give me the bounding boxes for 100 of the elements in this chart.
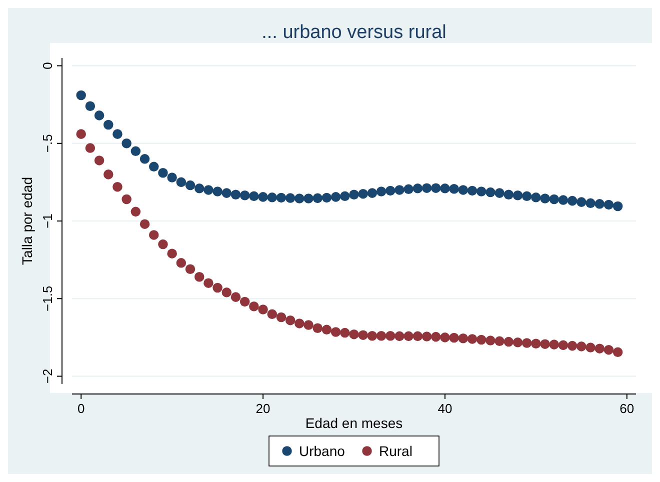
point xyxy=(85,101,96,111)
point xyxy=(76,129,86,139)
point xyxy=(522,338,532,348)
point xyxy=(222,188,232,198)
point xyxy=(404,331,414,342)
point xyxy=(576,197,586,207)
y-tick-label: −.5 xyxy=(40,134,55,153)
point xyxy=(430,183,441,193)
point xyxy=(204,185,214,195)
point xyxy=(586,342,596,352)
point xyxy=(412,184,423,194)
y-tick-label: −1.5 xyxy=(40,286,55,312)
point xyxy=(176,177,186,188)
point xyxy=(558,195,568,205)
point xyxy=(185,180,196,190)
point xyxy=(376,186,386,196)
point xyxy=(85,143,96,153)
point xyxy=(130,206,141,217)
point xyxy=(349,329,359,340)
point xyxy=(512,338,523,348)
point xyxy=(367,331,378,341)
point xyxy=(440,184,450,194)
point xyxy=(449,332,459,343)
point xyxy=(285,193,296,203)
point xyxy=(94,110,104,120)
point xyxy=(504,190,514,200)
point xyxy=(76,90,86,100)
point xyxy=(612,201,623,212)
x-axis-title: Edad en meses xyxy=(305,415,403,431)
point xyxy=(112,129,122,139)
point xyxy=(567,196,578,206)
point xyxy=(230,190,241,200)
point xyxy=(486,187,496,198)
point xyxy=(294,318,304,328)
y-tick-label: −1 xyxy=(40,214,55,228)
x-tick-label: 20 xyxy=(256,401,270,416)
point xyxy=(567,340,578,351)
point xyxy=(394,331,404,342)
point xyxy=(276,312,286,322)
point xyxy=(458,185,468,195)
point xyxy=(349,190,359,200)
point xyxy=(430,332,441,342)
point xyxy=(494,336,504,346)
point xyxy=(612,347,623,358)
point xyxy=(122,194,132,204)
x-tick-label: 0 xyxy=(77,401,85,416)
point xyxy=(194,184,204,194)
point xyxy=(540,339,550,349)
point xyxy=(158,168,168,178)
point xyxy=(358,188,368,199)
point xyxy=(294,194,304,204)
point xyxy=(386,331,396,341)
point xyxy=(322,324,332,335)
point xyxy=(549,340,560,350)
point xyxy=(140,219,150,229)
point xyxy=(340,191,350,202)
point xyxy=(194,272,204,282)
point xyxy=(240,190,250,200)
point xyxy=(222,288,232,298)
point xyxy=(204,278,214,288)
point xyxy=(340,328,350,338)
point xyxy=(494,188,504,198)
point xyxy=(367,188,378,198)
point xyxy=(230,292,241,302)
point xyxy=(504,336,514,347)
point xyxy=(558,340,568,350)
point xyxy=(476,186,486,196)
point xyxy=(158,239,168,250)
point xyxy=(531,338,541,349)
point xyxy=(594,199,604,209)
point xyxy=(376,331,386,341)
point xyxy=(104,120,114,130)
point xyxy=(267,192,278,202)
point xyxy=(404,184,414,194)
point xyxy=(258,304,268,314)
point xyxy=(130,146,141,156)
y-tick-label: 0 xyxy=(40,62,55,70)
point xyxy=(576,342,586,352)
point xyxy=(540,194,550,204)
point xyxy=(549,194,560,204)
point xyxy=(122,138,132,148)
chart-title: ... urbano versus rural xyxy=(262,22,446,43)
point xyxy=(94,156,104,166)
point xyxy=(467,334,478,344)
point xyxy=(330,327,341,337)
point xyxy=(267,309,278,320)
point xyxy=(604,344,614,355)
point xyxy=(422,183,432,193)
point xyxy=(167,172,177,182)
point xyxy=(285,315,296,326)
point xyxy=(322,192,332,203)
x-tick-label: 40 xyxy=(438,401,452,416)
point xyxy=(476,334,486,345)
point xyxy=(522,191,532,202)
point xyxy=(212,186,222,196)
point xyxy=(486,336,496,346)
point xyxy=(458,333,468,344)
point xyxy=(148,230,159,240)
point xyxy=(312,323,322,333)
y-tick-label: −2 xyxy=(40,368,55,384)
